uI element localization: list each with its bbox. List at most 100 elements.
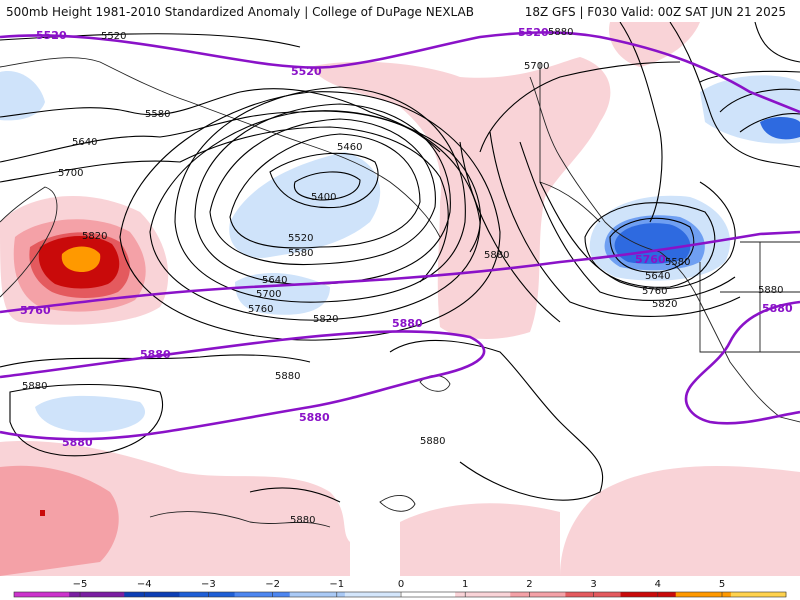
height-contours — [0, 22, 800, 503]
colorbar-segment — [289, 592, 346, 597]
contour-label: 5820 — [313, 314, 338, 325]
colorbar-tick-label: −1 — [329, 579, 344, 590]
height-contour-5520 — [0, 33, 301, 48]
colorbar-tick-label: −5 — [73, 579, 88, 590]
height-contour-5820 — [119, 91, 501, 341]
height-contour-5880 — [9, 383, 164, 457]
colorbar-ticks: −5 −4 −3 −2 −1 0 1 2 3 4 5 — [73, 579, 725, 597]
contour-label-layer: 5520 5580 5640 5700 5820 5460 5400 5520 … — [22, 27, 783, 526]
height-contour-5640 — [194, 103, 451, 285]
height-contour-5760 — [519, 141, 736, 301]
colorbar: −5 −4 −3 −2 −1 0 1 2 3 4 5 — [0, 576, 800, 600]
contour-label: 5640 — [262, 275, 287, 286]
colorbar-segment — [69, 592, 125, 597]
contour-label: 5460 — [337, 142, 362, 153]
contour-label: 5700 — [256, 289, 281, 300]
height-contour-5580 — [0, 88, 441, 153]
colorbar-segment — [14, 592, 70, 597]
height-contour-5700 — [0, 126, 449, 283]
colorbar-tick-label: −4 — [137, 579, 152, 590]
height-contour-5880 — [249, 487, 341, 503]
colorbar-tick-label: 3 — [590, 579, 596, 590]
contour-label: 5880 — [22, 381, 47, 392]
height-contour-5880 — [459, 141, 561, 323]
contour-label: 5640 — [72, 137, 97, 148]
positive-anomaly-region — [310, 57, 611, 339]
colorbar-segment — [510, 592, 566, 597]
contour-label: 5880 — [275, 371, 300, 382]
reference-contours — [0, 31, 800, 441]
colorbar-segment — [400, 592, 456, 597]
reference-contour-5880 — [684, 300, 800, 425]
colorbar-border — [13, 591, 787, 598]
positive-anomaly-region — [0, 465, 119, 576]
contour-label: 5820 — [652, 299, 677, 310]
reference-contour-5760 — [0, 230, 800, 314]
reference-contour-5880 — [0, 330, 486, 441]
header: 500mb Height 1981-2010 Standardized Anom… — [0, 0, 800, 22]
contour-label: 5880 — [420, 436, 445, 447]
colorbar-segment — [620, 592, 677, 597]
contour-label: 5760 — [248, 304, 273, 315]
negative-anomaly-region — [0, 71, 45, 121]
contour-label: 5580 — [288, 248, 313, 259]
positive-anomaly-region — [40, 510, 45, 516]
colorbar-tick-label: 2 — [526, 579, 532, 590]
contour-label: 5580 — [145, 109, 170, 120]
reference-label: 5880 — [762, 302, 793, 315]
reference-label: 5760 — [635, 253, 666, 266]
colorbar-tick-label: 5 — [719, 579, 725, 590]
colorbar-tick-label: 1 — [462, 579, 468, 590]
positive-anomaly-region — [400, 503, 560, 576]
contour-label: 5880 — [548, 27, 573, 38]
contour-label: 5580 — [665, 257, 690, 268]
colorbar-segment — [675, 592, 732, 597]
contour-label: 5820 — [82, 231, 107, 242]
contour-label: 5880 — [484, 250, 509, 261]
height-contour-5460 — [269, 152, 379, 209]
reference-label: 5880 — [62, 436, 93, 449]
colorbar-tick-label: 4 — [655, 579, 661, 590]
map-title: 500mb Height 1981-2010 Standardized Anom… — [6, 5, 474, 19]
reference-label-layer: 5520 5520 5520 5760 5760 5880 5880 5880 … — [20, 26, 793, 449]
height-contour-5700 — [479, 61, 681, 153]
height-contour-5580 — [609, 217, 695, 273]
height-contour-5580 — [209, 118, 436, 266]
anomaly-map: 5520 5580 5640 5700 5820 5460 5400 5520 … — [0, 22, 800, 576]
colorbar-segments — [13, 591, 787, 598]
height-contour-5400 — [293, 171, 361, 201]
reference-label: 5880 — [392, 317, 423, 330]
height-contour-5700 — [174, 86, 466, 303]
colorbar-tick-label: 0 — [398, 579, 404, 590]
colorbar-segment — [234, 592, 291, 597]
reference-label: 5880 — [140, 348, 171, 361]
contour-label: 5880 — [290, 515, 315, 526]
colorbar-tick-label: −3 — [201, 579, 216, 590]
contour-label: 5700 — [58, 168, 83, 179]
contour-label: 5760 — [642, 286, 667, 297]
colorbar-tick-label: −2 — [265, 579, 280, 590]
reference-label: 5520 — [36, 29, 67, 42]
height-contour-5880 — [0, 354, 311, 368]
contour-label: 5880 — [758, 285, 783, 296]
height-contour-5820 — [489, 131, 741, 317]
contour-label: 5640 — [645, 271, 670, 282]
positive-anomaly-region — [560, 466, 800, 576]
colorbar-segment — [730, 592, 787, 597]
contour-label: 5400 — [311, 192, 336, 203]
colorbar-segment — [565, 592, 622, 597]
colorbar-segment — [344, 592, 401, 597]
height-contour-5760 — [149, 110, 481, 321]
reference-label: 5520 — [291, 65, 322, 78]
reference-label: 5520 — [518, 26, 549, 39]
reference-label: 5760 — [20, 304, 51, 317]
contour-label: 5700 — [524, 61, 549, 72]
contour-label: 5520 — [288, 233, 313, 244]
negative-anomaly-region — [760, 117, 800, 140]
height-contour-5700 — [539, 181, 736, 290]
height-contour-5520 — [229, 133, 421, 249]
reference-contour-5520 — [0, 31, 800, 114]
contour-label: 5520 — [101, 31, 126, 42]
negative-anomaly-region — [35, 395, 146, 433]
colorbar-segment — [124, 592, 180, 597]
